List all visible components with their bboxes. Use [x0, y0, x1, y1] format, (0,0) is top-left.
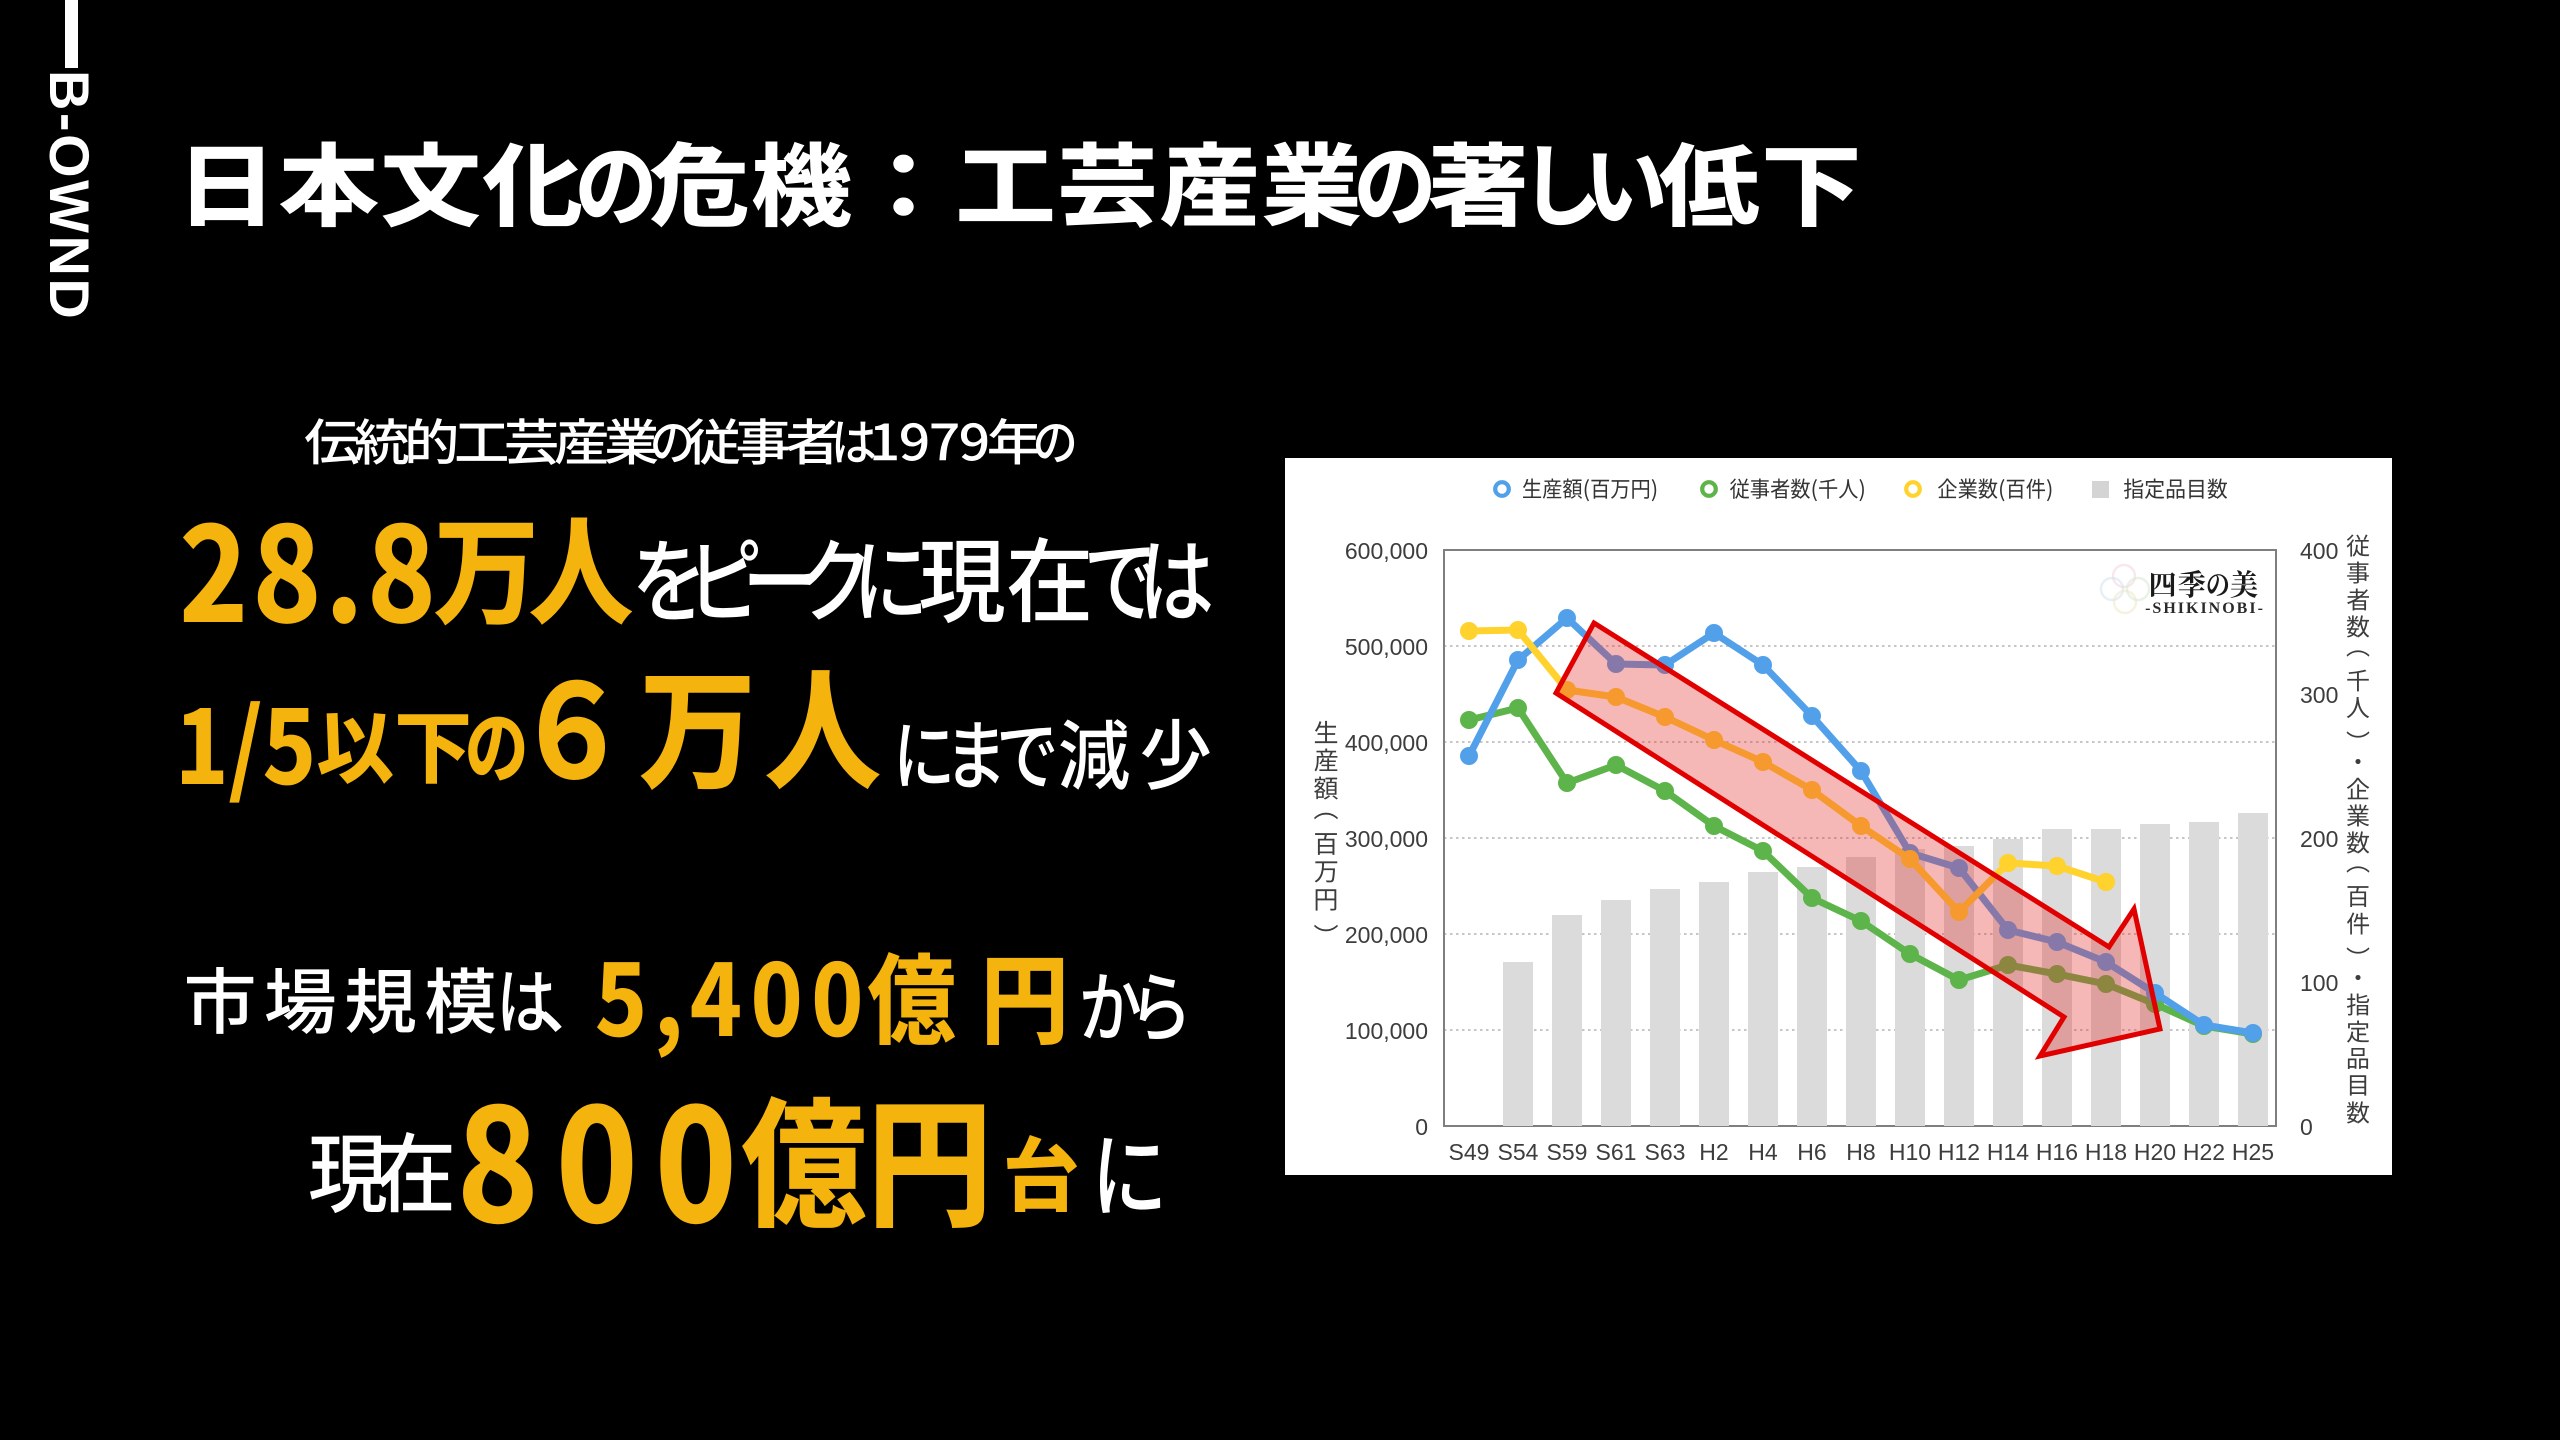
svg-text:H25: H25: [2232, 1139, 2274, 1165]
svg-text:500,000: 500,000: [1345, 634, 1428, 660]
svg-text:H14: H14: [1987, 1139, 2029, 1165]
svg-text:400,000: 400,000: [1345, 730, 1428, 756]
svg-text:H22: H22: [2183, 1139, 2225, 1165]
svg-text:H16: H16: [2036, 1139, 2078, 1165]
svg-text:H2: H2: [1699, 1139, 1728, 1165]
svg-text:H4: H4: [1748, 1139, 1778, 1165]
svg-text:300: 300: [2300, 682, 2338, 708]
svg-text:-SHIKINOBI-: -SHIKINOBI-: [2145, 600, 2265, 617]
svg-text:100: 100: [2300, 970, 2338, 996]
svg-text:H18: H18: [2085, 1139, 2127, 1165]
svg-text:200: 200: [2300, 826, 2338, 852]
svg-text:100,000: 100,000: [1345, 1018, 1428, 1044]
svg-text:S49: S49: [1449, 1139, 1490, 1165]
svg-text:H10: H10: [1889, 1139, 1931, 1165]
svg-text:600,000: 600,000: [1345, 538, 1428, 564]
svg-text:S59: S59: [1547, 1139, 1588, 1165]
svg-text:H6: H6: [1797, 1139, 1826, 1165]
svg-text:200,000: 200,000: [1345, 922, 1428, 948]
svg-text:S63: S63: [1645, 1139, 1686, 1165]
svg-text:S54: S54: [1498, 1139, 1539, 1165]
svg-text:H8: H8: [1846, 1139, 1875, 1165]
svg-text:H20: H20: [2134, 1139, 2176, 1165]
svg-text:H12: H12: [1938, 1139, 1980, 1165]
svg-text:0: 0: [1415, 1114, 1428, 1140]
svg-text:0: 0: [2300, 1114, 2313, 1140]
svg-text:S61: S61: [1596, 1139, 1637, 1165]
svg-text:400: 400: [2300, 538, 2338, 564]
svg-text:300,000: 300,000: [1345, 826, 1428, 852]
